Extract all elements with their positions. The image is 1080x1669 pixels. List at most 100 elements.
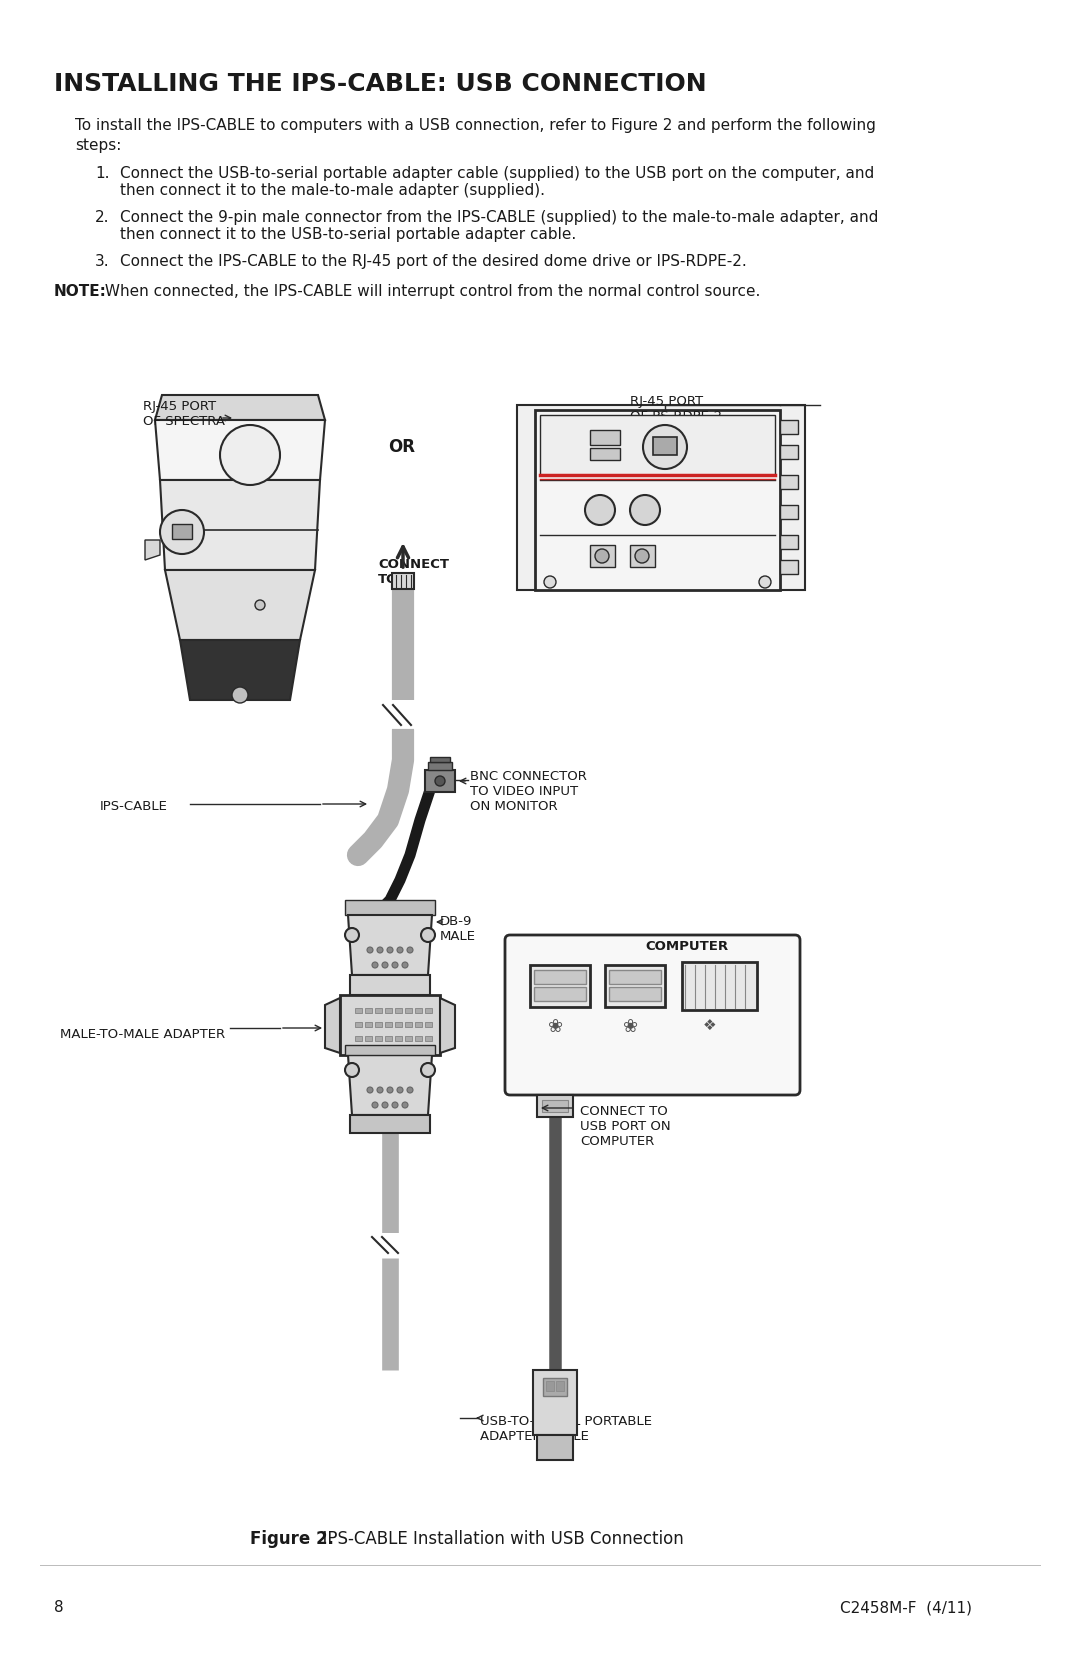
Circle shape	[367, 1087, 373, 1093]
Bar	[365, 1008, 372, 1013]
Text: steps:: steps:	[75, 139, 121, 154]
Polygon shape	[145, 541, 160, 561]
Text: MALE-TO-MALE ADAPTER: MALE-TO-MALE ADAPTER	[60, 1028, 225, 1041]
Text: CONNECT TO
USB PORT ON
COMPUTER: CONNECT TO USB PORT ON COMPUTER	[580, 1105, 671, 1148]
Text: then connect it to the male-to-male adapter (supplied).: then connect it to the male-to-male adap…	[120, 184, 545, 199]
Bar	[405, 1036, 411, 1041]
Text: Connect the IPS-CABLE to the RJ-45 port of the desired dome drive or IPS-RDPE-2.: Connect the IPS-CABLE to the RJ-45 port …	[120, 254, 746, 269]
Bar	[355, 1036, 362, 1041]
Text: Figure 2.: Figure 2.	[249, 1530, 334, 1549]
Bar	[609, 970, 661, 985]
Circle shape	[382, 961, 388, 968]
Bar	[780, 536, 798, 549]
Bar	[530, 965, 590, 1006]
Circle shape	[402, 961, 408, 968]
Circle shape	[367, 946, 373, 953]
Bar	[172, 524, 192, 539]
Bar	[556, 1380, 564, 1390]
Bar	[426, 1008, 432, 1013]
Text: ♥: ♥	[548, 1102, 559, 1115]
Bar	[384, 1008, 392, 1013]
Circle shape	[392, 1102, 399, 1108]
Circle shape	[392, 961, 399, 968]
Circle shape	[759, 576, 771, 587]
Circle shape	[585, 496, 615, 526]
Circle shape	[402, 1102, 408, 1108]
Bar	[426, 1036, 432, 1041]
Circle shape	[387, 946, 393, 953]
Circle shape	[397, 946, 403, 953]
Bar	[546, 1380, 554, 1390]
Polygon shape	[180, 639, 300, 699]
Text: USB-TO-SERIAL PORTABLE
ADAPTER CABLE: USB-TO-SERIAL PORTABLE ADAPTER CABLE	[480, 1415, 652, 1444]
Text: OR: OR	[388, 437, 415, 456]
Bar	[415, 1021, 422, 1026]
Text: To install the IPS-CABLE to computers with a USB connection, refer to Figure 2 a: To install the IPS-CABLE to computers wi…	[75, 118, 876, 134]
Text: then connect it to the USB-to-serial portable adapter cable.: then connect it to the USB-to-serial por…	[120, 227, 577, 242]
Polygon shape	[165, 571, 315, 639]
Text: ❀: ❀	[548, 1018, 563, 1036]
Circle shape	[345, 928, 359, 941]
Polygon shape	[517, 406, 805, 591]
Text: COMPUTER: COMPUTER	[645, 940, 728, 953]
Bar	[653, 437, 677, 456]
Circle shape	[220, 426, 280, 486]
Bar	[355, 1021, 362, 1026]
Bar	[630, 546, 654, 567]
Bar	[543, 1379, 567, 1395]
Text: When connected, the IPS-CABLE will interrupt control from the normal control sou: When connected, the IPS-CABLE will inter…	[100, 284, 760, 299]
Text: BNC CONNECTOR
TO VIDEO INPUT
ON MONITOR: BNC CONNECTOR TO VIDEO INPUT ON MONITOR	[470, 769, 586, 813]
Bar	[395, 1036, 402, 1041]
Circle shape	[421, 928, 435, 941]
Bar	[542, 1100, 568, 1112]
Bar	[780, 561, 798, 574]
Text: CONNECT
TO: CONNECT TO	[378, 557, 449, 586]
Bar	[780, 421, 798, 434]
Circle shape	[160, 511, 204, 554]
Circle shape	[372, 1102, 378, 1108]
Circle shape	[643, 426, 687, 469]
Bar	[428, 763, 453, 769]
Bar	[384, 1021, 392, 1026]
Text: IPS-CABLE Installation with USB Connection: IPS-CABLE Installation with USB Connecti…	[312, 1530, 684, 1549]
Polygon shape	[325, 998, 340, 1053]
Bar	[355, 1008, 362, 1013]
Text: C2458M-F  (4/11): C2458M-F (4/11)	[840, 1601, 972, 1616]
Circle shape	[382, 1102, 388, 1108]
Bar	[534, 1370, 577, 1435]
Circle shape	[435, 776, 445, 786]
Circle shape	[544, 576, 556, 587]
Circle shape	[232, 688, 248, 703]
Bar	[340, 995, 440, 1055]
Bar	[375, 1036, 382, 1041]
Polygon shape	[348, 915, 432, 975]
Polygon shape	[156, 421, 325, 481]
Text: RJ-45 PORT
OF SPECTRA: RJ-45 PORT OF SPECTRA	[143, 401, 225, 427]
Bar	[375, 1021, 382, 1026]
Text: INSTALLING THE IPS-CABLE: USB CONNECTION: INSTALLING THE IPS-CABLE: USB CONNECTION	[54, 72, 706, 97]
Text: Connect the USB-to-serial portable adapter cable (supplied) to the USB port on t: Connect the USB-to-serial portable adapt…	[120, 165, 874, 180]
Bar	[405, 1021, 411, 1026]
Bar	[350, 975, 430, 995]
Bar	[426, 1021, 432, 1026]
Bar	[345, 900, 435, 915]
Bar	[590, 431, 620, 446]
Bar	[395, 1008, 402, 1013]
Text: 3.: 3.	[95, 254, 110, 269]
Text: 2.: 2.	[95, 210, 109, 225]
Bar	[535, 411, 780, 591]
Bar	[405, 1008, 411, 1013]
Polygon shape	[160, 481, 320, 571]
Bar	[534, 970, 586, 985]
Bar	[345, 1045, 435, 1055]
Bar	[384, 1036, 392, 1041]
Bar	[780, 446, 798, 459]
Circle shape	[421, 1063, 435, 1077]
Text: RJ-45 PORT
OF PS-RDPE-2: RJ-45 PORT OF PS-RDPE-2	[630, 396, 723, 422]
Circle shape	[407, 1087, 413, 1093]
Bar	[350, 1115, 430, 1133]
Circle shape	[372, 961, 378, 968]
FancyBboxPatch shape	[505, 935, 800, 1095]
Circle shape	[635, 549, 649, 562]
Bar	[609, 986, 661, 1001]
